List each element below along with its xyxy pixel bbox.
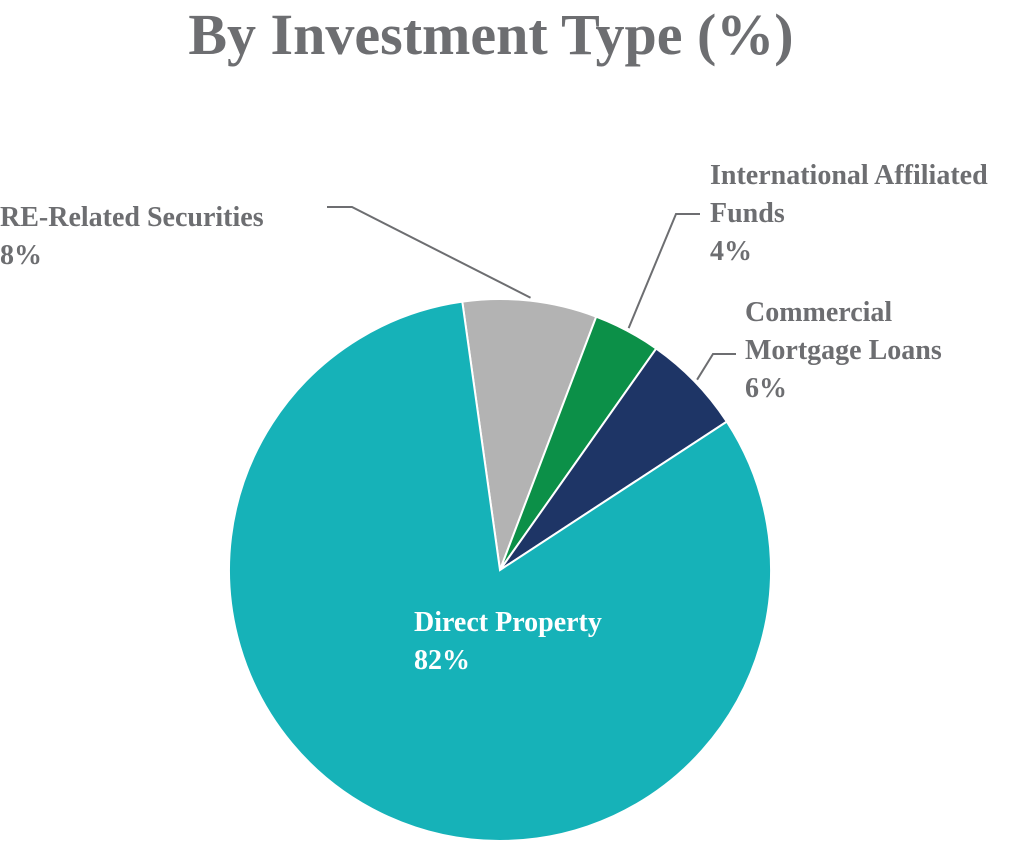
leader-line-re-related-securities [327, 206, 531, 299]
slice-re-related-securities [461, 298, 598, 571]
label-international-affiliated-funds-value: 4% [710, 236, 752, 267]
chart-title: By Investment Type (%) [188, 2, 794, 67]
leader-line-commercial-mortgage-loans [696, 353, 736, 381]
label-commercial-mortgage-loans: Commercial Mortgage Loans 6% [745, 294, 942, 408]
label-direct-property: Direct Property 82% [414, 604, 602, 680]
label-international-affiliated-funds-name-2: Funds [710, 198, 785, 229]
label-commercial-mortgage-loans-name-2: Mortgage Loans [745, 335, 942, 366]
label-commercial-mortgage-loans-name-1: Commercial [745, 297, 893, 328]
label-direct-property-name: Direct Property [414, 607, 602, 638]
slice-direct-property [228, 300, 772, 842]
label-commercial-mortgage-loans-value: 6% [745, 373, 787, 404]
label-re-related-securities: RE-Related Securities 8% [0, 199, 264, 275]
label-re-related-securities-name: RE-Related Securities [0, 202, 264, 233]
label-international-affiliated-funds-name-1: International Affiliated [710, 160, 988, 191]
leader-line-international-affiliated-funds [627, 213, 700, 329]
label-direct-property-value: 82% [414, 645, 470, 676]
label-re-related-securities-value: 8% [0, 240, 42, 271]
label-international-affiliated-funds: International Affiliated Funds 4% [710, 157, 988, 271]
